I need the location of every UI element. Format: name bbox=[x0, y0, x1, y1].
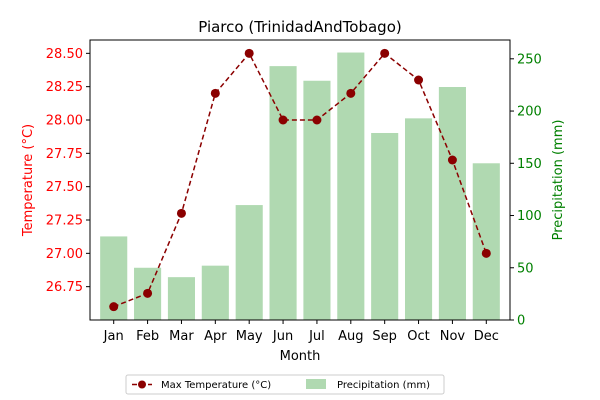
left-tick-label: 27.50 bbox=[46, 180, 83, 195]
chart-title: Piarco (TrinidadAndTobago) bbox=[198, 18, 402, 36]
precipitation-bar-mar bbox=[167, 277, 195, 320]
x-tick-label-sep: Sep bbox=[372, 329, 397, 344]
left-tick-label: 27.25 bbox=[46, 214, 83, 229]
temperature-point-nov bbox=[447, 155, 457, 165]
left-tick-label: 28.00 bbox=[46, 114, 83, 129]
left-tick-label: 28.50 bbox=[46, 47, 83, 62]
precipitation-bars bbox=[100, 52, 500, 321]
x-tick-label-apr: Apr bbox=[204, 329, 227, 344]
legend-label-precipitation: Precipitation (mm) bbox=[337, 380, 430, 391]
right-tick-label: 0 bbox=[517, 314, 525, 329]
x-tick-label-jul: Jul bbox=[308, 329, 325, 344]
legend-box bbox=[125, 374, 445, 395]
right-tick-label: 250 bbox=[517, 52, 542, 67]
x-tick-label-mar: Mar bbox=[169, 329, 194, 344]
left-axis: 26.75 27.00 27.25 27.50 27.75 28.00 28.25 28.50 bbox=[46, 47, 90, 295]
left-tick-label: 26.75 bbox=[46, 280, 83, 295]
precipitation-bar-oct bbox=[405, 118, 433, 320]
x-tick-label-may: May bbox=[236, 329, 263, 344]
x-axis-label: Month bbox=[280, 349, 321, 364]
x-tick-label-dec: Dec bbox=[474, 329, 499, 344]
plot-frame bbox=[89, 39, 511, 321]
x-axis: Jan Feb Mar Apr May Jun Jul Aug Sep Oct Nov Dec bbox=[103, 320, 499, 344]
precipitation-bar-jun bbox=[269, 66, 297, 321]
precipitation-bar-sep bbox=[371, 132, 399, 320]
x-tick-label-oct: Oct bbox=[407, 329, 429, 344]
left-tick-label: 27.75 bbox=[46, 147, 83, 162]
x-tick-label-aug: Aug bbox=[338, 329, 363, 344]
precipitation-bar-may bbox=[235, 205, 263, 320]
precipitation-bar-dec bbox=[472, 163, 500, 320]
x-tick-label-jan: Jan bbox=[103, 329, 124, 344]
temperature-point-may bbox=[244, 48, 254, 58]
right-tick-label: 200 bbox=[517, 105, 542, 120]
temperature-point-oct bbox=[414, 75, 424, 85]
legend: Max Temperature (°C) Precipitation (mm) bbox=[125, 374, 445, 395]
precipitation-bar-nov bbox=[438, 87, 466, 320]
temperature-line bbox=[109, 48, 491, 312]
left-tick-label: 27.00 bbox=[46, 247, 83, 262]
temperature-point-feb bbox=[143, 288, 153, 298]
temperature-point-dec bbox=[481, 248, 491, 258]
x-tick-label-feb: Feb bbox=[136, 329, 159, 344]
x-tick-label-jun: Jun bbox=[272, 329, 293, 344]
legend-dot-marker bbox=[138, 380, 146, 389]
temperature-line-path bbox=[113, 51, 487, 308]
right-axis-label: Precipitation (mm) bbox=[551, 120, 566, 241]
right-tick-label: 50 bbox=[517, 261, 534, 276]
legend-label-temperature: Max Temperature (°C) bbox=[161, 380, 271, 391]
temperature-point-jan bbox=[109, 302, 119, 312]
right-tick-label: 100 bbox=[517, 209, 542, 224]
temperature-point-apr bbox=[210, 88, 220, 98]
left-axis-label: Temperature (°C) bbox=[21, 124, 36, 237]
temperature-point-mar bbox=[176, 208, 186, 218]
x-tick-label-nov: Nov bbox=[440, 329, 466, 344]
temperature-point-jun bbox=[278, 115, 288, 125]
legend-bar-marker bbox=[306, 379, 326, 389]
precipitation-bar-apr bbox=[201, 265, 229, 320]
temperature-point-sep bbox=[380, 48, 390, 58]
temperature-point-jul bbox=[312, 115, 322, 125]
temperature-point-aug bbox=[346, 88, 356, 98]
right-axis: 0 50 100 150 200 250 bbox=[510, 52, 542, 329]
right-tick-label: 150 bbox=[517, 157, 542, 172]
left-tick-label: 28.25 bbox=[46, 80, 83, 95]
